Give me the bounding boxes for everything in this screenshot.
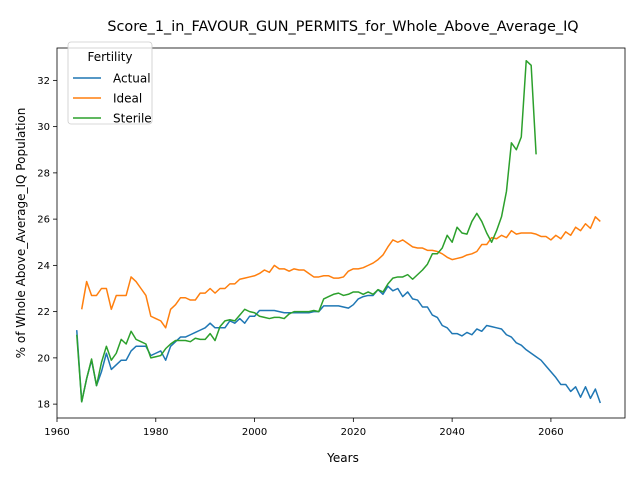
legend: Fertility Actual Ideal Sterile [67, 41, 153, 126]
legend-label-sterile: Sterile [113, 112, 152, 126]
legend-label-ideal: Ideal [113, 92, 142, 106]
x-tick-label: 2020 [341, 427, 366, 438]
x-tick-label: 1980 [143, 427, 168, 438]
series-lines [76, 59, 602, 404]
y-tick-label: 30 [37, 122, 50, 133]
y-tick-label: 20 [37, 353, 50, 364]
x-axis-label: Years [326, 451, 359, 465]
legend-box [67, 41, 153, 125]
series-line-ideal [80, 216, 601, 329]
y-tick-label: 24 [37, 261, 50, 272]
y-tick-label: 28 [37, 168, 50, 179]
x-tick-label: 1960 [44, 427, 69, 438]
y-tick-label: 18 [37, 400, 50, 411]
x-tick-label: 2000 [242, 427, 267, 438]
series-line-actual [76, 285, 602, 404]
x-tick-label: 2060 [538, 427, 563, 438]
legend-title: Fertility [87, 50, 132, 64]
y-axis-label: % of Whole Above_Average_IQ Population [14, 108, 28, 359]
chart-title: Score_1_in_FAVOUR_GUN_PERMITS_for_Whole_… [107, 19, 578, 35]
y-tick-label: 32 [37, 76, 50, 87]
legend-label-actual: Actual [113, 72, 151, 86]
series-line-sterile [76, 59, 537, 403]
y-axis: 18 20 22 24 26 28 30 32 [37, 76, 57, 411]
x-tick-label: 2040 [439, 427, 464, 438]
x-axis: 1960 1980 2000 2020 2040 2060 [44, 418, 564, 438]
y-tick-label: 26 [37, 215, 50, 226]
y-tick-label: 22 [37, 307, 50, 318]
plot-frame [56, 47, 626, 419]
